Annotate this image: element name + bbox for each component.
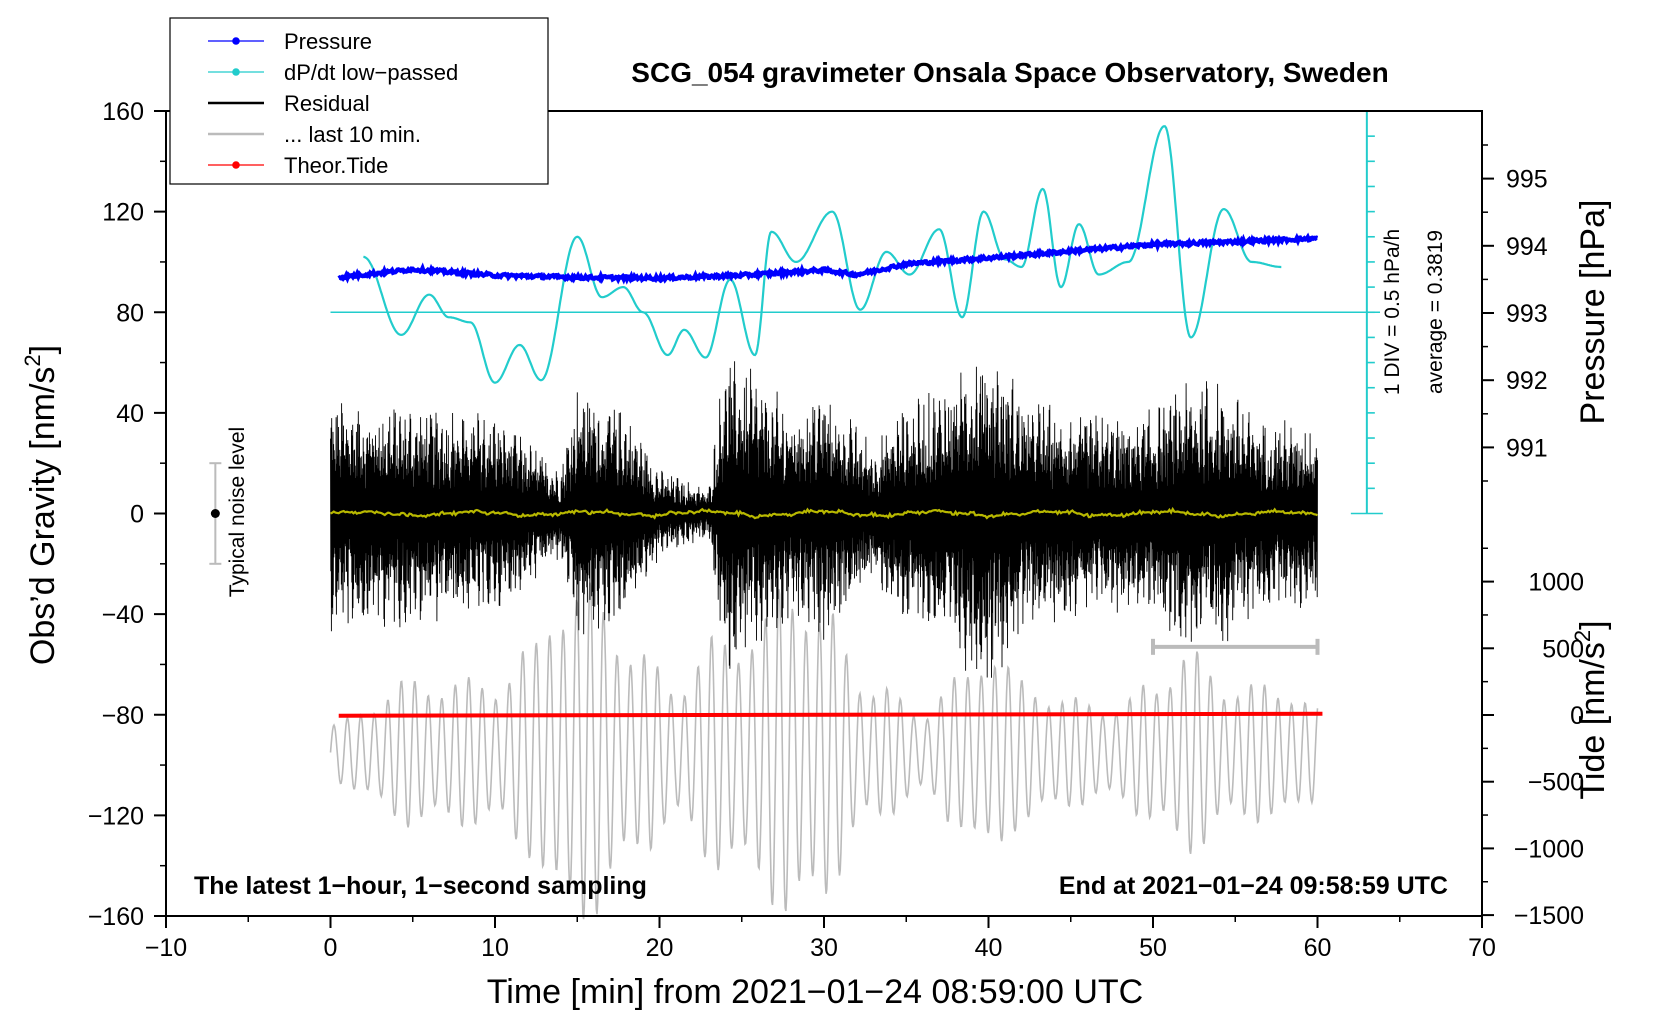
legend-label: dP/dt low−passed: [284, 60, 458, 85]
legend-item: Residual: [208, 91, 370, 116]
bottom-left-note: The latest 1−hour, 1−second sampling: [194, 872, 647, 900]
x-tick-label: 10: [481, 934, 509, 962]
x-tick-label: −10: [145, 934, 187, 962]
legend-item: Pressure: [208, 29, 372, 54]
axes-layer: −10 0 10 20 30 40 50 60 70 160 120 80 40 0 −40 −80 −120 −…: [88, 98, 1584, 962]
y-axis-tide-title-sup: 2: [1570, 630, 1595, 642]
pressure-tick-label: 994: [1506, 233, 1548, 261]
x-tick-label: 0: [324, 934, 338, 962]
y-axis-tide-title-main: Tide [nm/s: [1574, 642, 1612, 799]
y-axis-left-title-main: Obs’d Gravity [nm/s: [24, 367, 62, 666]
last-10-min-series: [329, 582, 1319, 920]
legend-box: [169, 17, 549, 185]
y-tick-label: 80: [116, 299, 144, 327]
y-tick-label: 120: [102, 199, 144, 227]
legend-label: ... last 10 min.: [284, 122, 421, 147]
x-tick-label: 30: [810, 934, 838, 962]
legend: Pressure dP/dt low−passed Residual ... last…: [169, 17, 549, 185]
legend-swatch-dot: [232, 37, 240, 45]
x-tick-label: 40: [975, 934, 1003, 962]
legend-swatch-dot: [232, 161, 240, 169]
bottom-right-note: End at 2021−01−24 09:58:59 UTC: [1059, 872, 1448, 900]
plot-area: [209, 110, 1383, 920]
theoretical-tide-series: [338, 711, 1323, 718]
y-axis-left-title-sup: 2: [20, 354, 45, 366]
noise-bar-dot: [210, 509, 220, 518]
tide-tick-label: 1000: [1528, 569, 1584, 597]
y-tick-label: −160: [88, 903, 144, 931]
y-tick-label: 40: [116, 400, 144, 428]
pressure-scale-division-label: 1 DIV = 0.5 hPa/h: [1381, 229, 1404, 395]
pressure-series: [337, 232, 1319, 285]
y-axis-left-title: Obs’d Gravity [nm/s2]: [20, 345, 62, 665]
tide-tick-label: −1000: [1514, 835, 1584, 863]
dpdt-series: [363, 125, 1282, 384]
residual-smoothed-series: [330, 506, 1318, 520]
legend-label: Pressure: [284, 29, 372, 54]
x-tick-label: 20: [646, 934, 674, 962]
y-tick-label: −80: [102, 702, 144, 730]
pressure-tick-label: 993: [1506, 300, 1548, 328]
y-tick-label: −120: [88, 802, 144, 830]
pressure-tick-label: 991: [1506, 434, 1548, 462]
legend-item: dP/dt low−passed: [208, 60, 458, 85]
y-axis-tide-title-close: ]: [1574, 620, 1612, 629]
legend-items: Pressure dP/dt low−passed Residual ... last…: [208, 29, 458, 178]
pressure-tick-label: 995: [1506, 166, 1548, 194]
legend-swatch-dot: [232, 68, 240, 76]
legend-item: Theor.Tide: [208, 153, 388, 178]
tide-tick-label: 500: [1542, 635, 1584, 663]
tide-tick-label: 0: [1570, 702, 1584, 730]
y-tick-label: −40: [102, 601, 144, 629]
x-tick-label: 60: [1304, 934, 1332, 962]
y-axis-left-title-close: ]: [24, 345, 62, 354]
pressure-scale-average-label: average = 0.3819: [1424, 230, 1447, 394]
y-tick-label: 160: [102, 98, 144, 126]
y-tick-label: 0: [130, 501, 144, 529]
y-axis-tide-title: Tide [nm/s2]: [1570, 620, 1612, 799]
residual-series: [330, 361, 1318, 678]
y-axis-pressure-title: Pressure [hPa]: [1574, 200, 1612, 425]
tide-tick-label: −1500: [1514, 902, 1584, 930]
legend-item: ... last 10 min.: [208, 122, 421, 147]
x-tick-label: 70: [1468, 934, 1496, 962]
tide-tick-label: −500: [1528, 769, 1584, 797]
chart-title: SCG_054 gravimeter Onsala Space Observat…: [631, 57, 1388, 88]
x-tick-label: 50: [1139, 934, 1167, 962]
x-axis-title: Time [min] from 2021−01−24 08:59:00 UTC: [487, 973, 1143, 1011]
legend-label: Theor.Tide: [284, 153, 388, 178]
legend-label: Residual: [284, 91, 370, 116]
pressure-tick-label: 992: [1506, 367, 1548, 395]
noise-level-label: Typical noise level: [226, 427, 249, 597]
